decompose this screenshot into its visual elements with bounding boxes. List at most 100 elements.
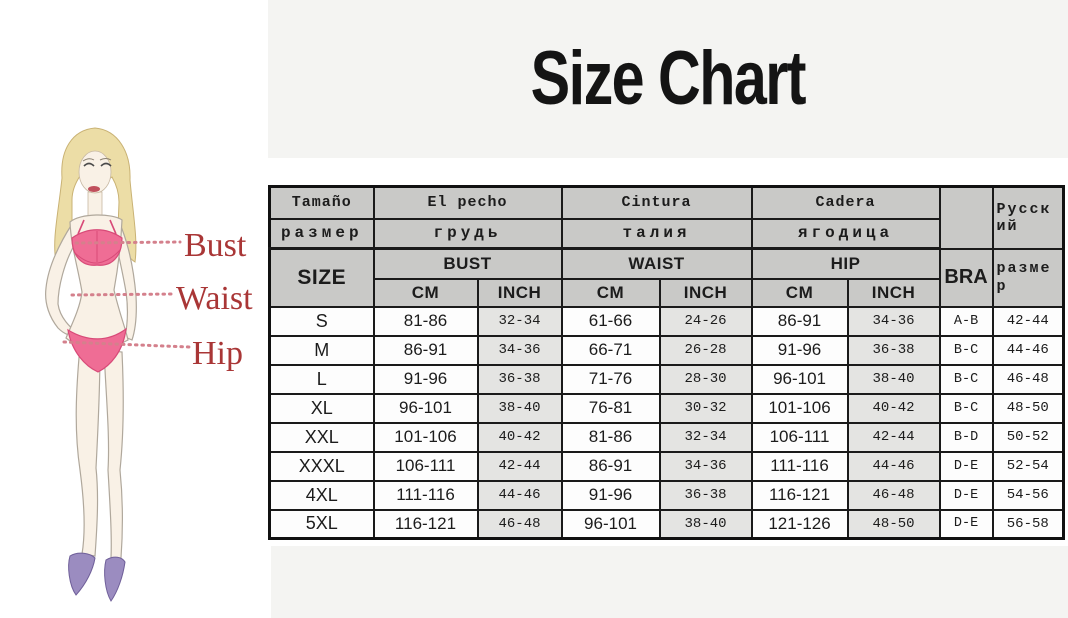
- waist-inch-cell: 28-30: [658, 363, 753, 395]
- bust-inch-cell: 34-36: [476, 334, 563, 366]
- bra-seams: [73, 231, 121, 264]
- header-hip: HIP: [750, 247, 941, 280]
- russian-size-cell: 50-52: [991, 421, 1065, 453]
- neck: [87, 191, 103, 217]
- hip-inch-cell: 38-40: [846, 363, 941, 395]
- russian-size-cell: 44-46: [991, 334, 1065, 366]
- bust-cm-cell: 101-106: [372, 421, 479, 453]
- hip-inch-cell: 40-42: [846, 392, 941, 424]
- waist-cm-cell: 86-91: [560, 450, 661, 482]
- header-yagoditsa: ягодица: [750, 217, 941, 250]
- header-cadera: Cadera: [750, 185, 941, 219]
- right-leg: [103, 349, 124, 559]
- page-title: Size Chart: [530, 36, 807, 121]
- header-razmer: размер: [268, 217, 375, 250]
- bust-dotted-line: [74, 240, 182, 245]
- title-panel: Size Chart: [268, 0, 1068, 158]
- bust-inch-cell: 42-44: [476, 450, 563, 482]
- left-shoe: [68, 552, 96, 596]
- bust-cm-cell: 91-96: [372, 363, 479, 395]
- right-shoe: [104, 556, 126, 602]
- left-leg: [75, 345, 101, 557]
- size-cell: M: [268, 334, 375, 366]
- header-waist-inch: INCH: [658, 277, 753, 308]
- waist-cm-cell: 91-96: [560, 479, 661, 511]
- hip-dotted-line: [62, 340, 191, 349]
- bra-cell: D-E: [938, 479, 994, 511]
- russian-size-cell: 42-44: [991, 305, 1065, 337]
- hip-inch-cell: 46-48: [846, 479, 941, 511]
- hip-cm-cell: 111-116: [750, 450, 849, 482]
- waist-inch-cell: 38-40: [658, 508, 753, 540]
- bust-inch-cell: 36-38: [476, 363, 563, 395]
- bust-inch-cell: 32-34: [476, 305, 563, 337]
- bust-label: Bust: [184, 227, 247, 264]
- header-grud: грудь: [372, 217, 563, 250]
- bra-cell: D-E: [938, 450, 994, 482]
- waist-inch-cell: 30-32: [658, 392, 753, 424]
- header-waist: WAIST: [560, 247, 753, 280]
- table-row: XL 96-101 38-40 76-81 30-32 101-106 40-4…: [268, 392, 1065, 424]
- waist-cm-cell: 61-66: [560, 305, 661, 337]
- bra-cell: D-E: [938, 508, 994, 540]
- bottom-panel: [271, 546, 1068, 618]
- bust-cm-cell: 96-101: [372, 392, 479, 424]
- hip-cm-cell: 86-91: [750, 305, 849, 337]
- russian-size-cell: 52-54: [991, 450, 1065, 482]
- face: [78, 150, 112, 194]
- hip-cm-cell: 106-111: [750, 421, 849, 453]
- hip-cm-cell: 91-96: [750, 334, 849, 366]
- bra-cell: B-C: [938, 363, 994, 395]
- size-cell: L: [268, 363, 375, 395]
- header-bust: BUST: [372, 247, 563, 280]
- woman-figure-illustration: Bust Waist Hip: [45, 127, 253, 602]
- header-bust-cm: CM: [372, 277, 479, 308]
- header-hip-inch: INCH: [846, 277, 941, 308]
- header-waist-cm: CM: [560, 277, 661, 308]
- bust-cm-cell: 86-91: [372, 334, 479, 366]
- waist-dotted-line: [70, 292, 176, 297]
- hip-cm-cell: 96-101: [750, 363, 849, 395]
- waist-cm-cell: 81-86: [560, 421, 661, 453]
- hip-inch-cell: 36-38: [846, 334, 941, 366]
- table-row: 4XL 111-116 44-46 91-96 36-38 116-121 46…: [268, 479, 1065, 511]
- table-row: 5XL 116-121 46-48 96-101 38-40 121-126 4…: [268, 508, 1065, 540]
- bust-cm-cell: 111-116: [372, 479, 479, 511]
- header-bust-inch: INCH: [476, 277, 563, 308]
- waist-cm-cell: 71-76: [560, 363, 661, 395]
- header-bra: BRA: [938, 247, 994, 308]
- eyes: [83, 162, 112, 167]
- table-row: XXXL 106-111 42-44 86-91 34-36 111-116 4…: [268, 450, 1065, 482]
- hip-label: Hip: [192, 335, 243, 372]
- size-cell: 4XL: [268, 479, 375, 511]
- eyebrows: [82, 158, 112, 162]
- header-hip-cm: CM: [750, 277, 849, 308]
- size-chart-table: Tamaño El pecho Cintura Cadera Русский р…: [268, 185, 1066, 540]
- header-bra-spacer: [938, 185, 994, 249]
- hip-inch-cell: 42-44: [846, 421, 941, 453]
- bust-inch-cell: 40-42: [476, 421, 563, 453]
- waist-inch-cell: 24-26: [658, 305, 753, 337]
- hip-cm-cell: 121-126: [750, 508, 849, 540]
- waist-cm-cell: 96-101: [560, 508, 661, 540]
- header-cintura: Cintura: [560, 185, 753, 219]
- header-russian: Русский: [991, 185, 1065, 249]
- header-size: SIZE: [268, 247, 375, 308]
- hip-inch-cell: 44-46: [846, 450, 941, 482]
- waist-inch-cell: 34-36: [658, 450, 753, 482]
- russian-size-cell: 46-48: [991, 363, 1065, 395]
- header-tamano: Tamaño: [268, 185, 375, 219]
- panties: [67, 327, 127, 373]
- waist-label: Waist: [176, 280, 253, 317]
- russian-size-cell: 54-56: [991, 479, 1065, 511]
- hip-cm-cell: 116-121: [750, 479, 849, 511]
- bust-inch-cell: 44-46: [476, 479, 563, 511]
- bust-inch-cell: 38-40: [476, 392, 563, 424]
- table-row: M 86-91 34-36 66-71 26-28 91-96 36-38 B-…: [268, 334, 1065, 366]
- bust-cm-cell: 81-86: [372, 305, 479, 337]
- table-row: S 81-86 32-34 61-66 24-26 86-91 34-36 A-…: [268, 305, 1065, 337]
- waist-cm-cell: 76-81: [560, 392, 661, 424]
- bust-cm-cell: 116-121: [372, 508, 479, 540]
- bra-straps: [77, 219, 117, 235]
- bust-inch-cell: 46-48: [476, 508, 563, 540]
